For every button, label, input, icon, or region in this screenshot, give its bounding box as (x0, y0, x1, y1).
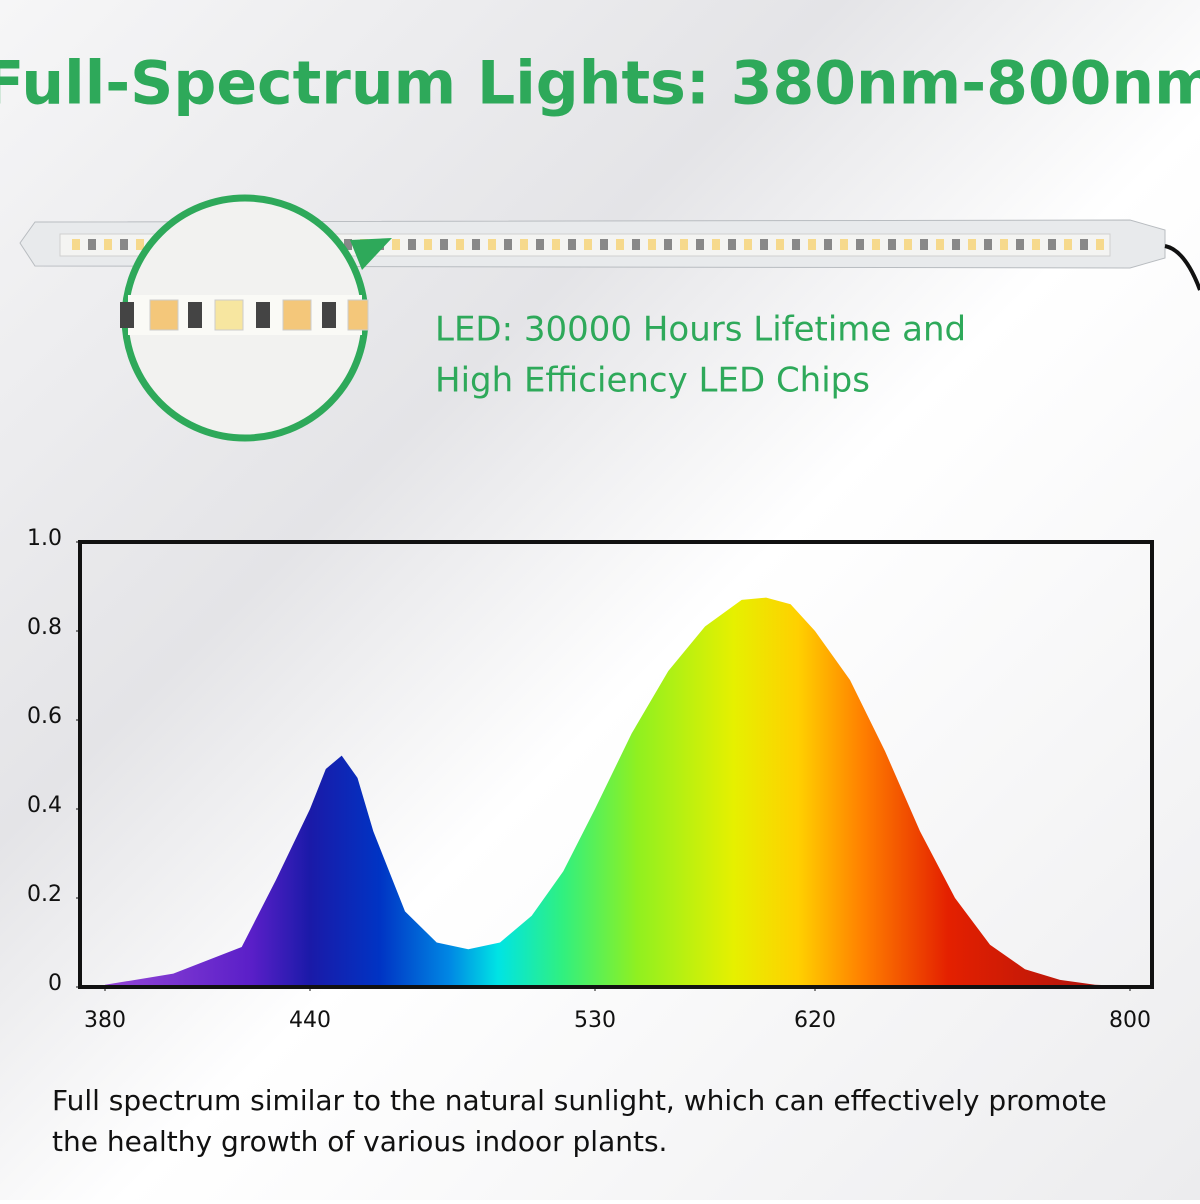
x-tick-label: 440 (289, 1008, 331, 1033)
led-chip (568, 239, 576, 250)
led-chip (760, 239, 768, 250)
led-chip (520, 239, 528, 250)
led-chip (952, 239, 960, 250)
y-tick-label: 0.6 (27, 704, 62, 729)
title: Full-Spectrum Lights: 380nm-800nm (0, 49, 1200, 119)
x-tick-label: 620 (794, 1008, 836, 1033)
led-chip (456, 239, 464, 250)
led-chip (88, 239, 96, 250)
led-chip (744, 239, 752, 250)
led-chip (72, 239, 80, 250)
led-chip (136, 239, 144, 250)
led-chip (104, 239, 112, 250)
led-chip (824, 239, 832, 250)
led-chip (120, 239, 128, 250)
callout-line: High Efficiency LED Chips (435, 361, 870, 401)
y-tick-label: 0.8 (27, 615, 62, 640)
y-tick-label: 0.4 (27, 793, 62, 818)
led-chip (984, 239, 992, 250)
spectrum-area (105, 597, 1130, 987)
led-chip (1016, 239, 1024, 250)
led-chip (808, 239, 816, 250)
callout-line: LED: 30000 Hours Lifetime and (435, 310, 966, 350)
led-chip (856, 239, 864, 250)
led-chip (1064, 239, 1072, 250)
led-chip (840, 239, 848, 250)
x-tick-label: 800 (1109, 1008, 1151, 1033)
led-chip (440, 239, 448, 250)
caption-line: the healthy growth of various indoor pla… (52, 1125, 667, 1158)
y-tick-label: 0 (48, 971, 62, 996)
led-chip (1096, 239, 1104, 250)
led-chip (712, 239, 720, 250)
plot-frame (78, 540, 1154, 989)
led-chip (1032, 239, 1040, 250)
led-chip (936, 239, 944, 250)
x-tick-label: 530 (574, 1008, 616, 1033)
led-chip (904, 239, 912, 250)
led-chip (728, 239, 736, 250)
led-chip (504, 239, 512, 250)
led-chip (872, 239, 880, 250)
led-chip (472, 239, 480, 250)
led-chip (632, 239, 640, 250)
led-chip (552, 239, 560, 250)
led-chip (536, 239, 544, 250)
magnifier (120, 194, 392, 442)
led-chip (344, 239, 352, 250)
y-tick-label: 1.0 (27, 526, 62, 551)
led-chip (584, 239, 592, 250)
x-tick-label: 380 (84, 1008, 126, 1033)
led-chip (1048, 239, 1056, 250)
led-chip (696, 239, 704, 250)
led-chip (616, 239, 624, 250)
led-chip (1000, 239, 1008, 250)
caption-line: Full spectrum similar to the natural sun… (52, 1084, 1107, 1117)
led-chip (488, 239, 496, 250)
led-chip (648, 239, 656, 250)
led-chip (968, 239, 976, 250)
led-chip (408, 239, 416, 250)
y-tick-label: 0.2 (27, 882, 62, 907)
led-chip (792, 239, 800, 250)
led-chip (920, 239, 928, 250)
led-chip (888, 239, 896, 250)
led-chip (424, 239, 432, 250)
led-chip (664, 239, 672, 250)
led-chip (680, 239, 688, 250)
led-chip (392, 239, 400, 250)
led-chip (776, 239, 784, 250)
led-chip (1080, 239, 1088, 250)
led-chip (600, 239, 608, 250)
